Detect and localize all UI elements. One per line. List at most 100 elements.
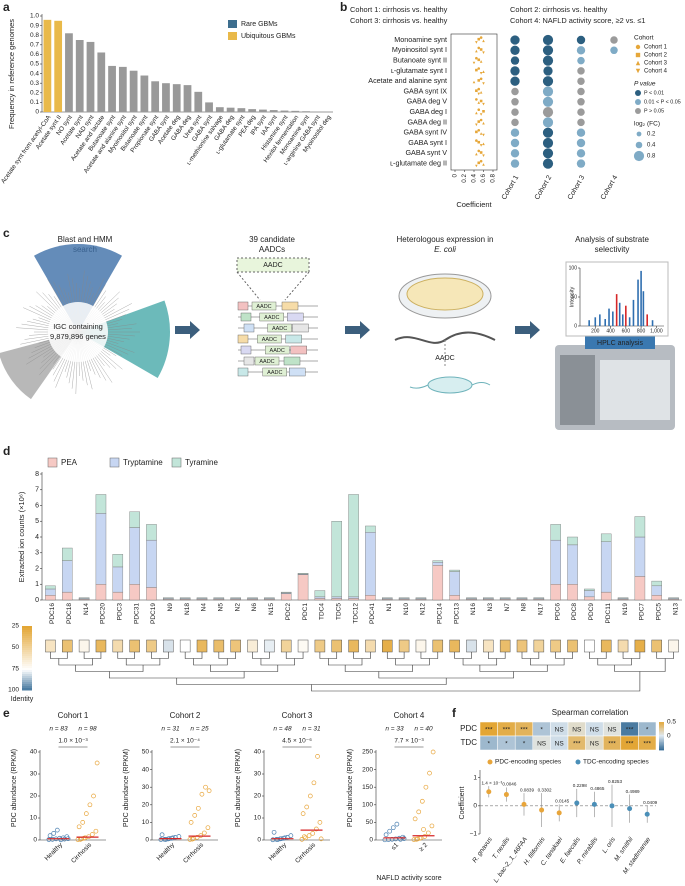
colorbar-step xyxy=(659,745,664,748)
colorbar-step xyxy=(659,748,664,751)
x-tick-label: 0.4 xyxy=(471,174,478,183)
marker xyxy=(479,60,483,63)
bar-segment xyxy=(146,587,157,601)
point xyxy=(419,798,425,804)
bar-segment xyxy=(365,532,376,596)
aadc-box xyxy=(236,257,310,273)
bar-segment xyxy=(62,560,73,593)
y-tick-label: 0.6 xyxy=(30,51,39,58)
bar-segment xyxy=(348,598,359,601)
n-label: n = 48 xyxy=(273,726,292,733)
y-tick-label: 30 xyxy=(254,771,262,778)
cell-label: * xyxy=(646,727,649,734)
legend-label: P > 0.05 xyxy=(644,108,664,114)
point xyxy=(306,833,312,838)
legend-swatch xyxy=(635,90,641,96)
p-value-label: 0.4989 xyxy=(626,789,640,794)
marker xyxy=(477,79,481,82)
bar-segment xyxy=(95,494,107,514)
point xyxy=(311,780,317,786)
bar-segment xyxy=(382,597,393,599)
marker xyxy=(479,118,483,122)
identity-cell xyxy=(651,639,662,653)
bar-segment xyxy=(617,597,629,599)
x-tick-label: TDC5 xyxy=(335,603,342,620)
dot xyxy=(543,66,553,76)
bar xyxy=(205,102,213,112)
y-tick-label: 0 xyxy=(257,837,261,844)
bar xyxy=(75,40,84,112)
flagella xyxy=(409,382,491,389)
point xyxy=(80,820,86,825)
gene-aadc xyxy=(254,356,280,366)
x-tick-label: PDC41 xyxy=(369,603,376,624)
dot xyxy=(510,128,520,137)
step-title: 39 candidate xyxy=(249,235,295,244)
identity-cell xyxy=(365,639,376,653)
marker xyxy=(479,99,483,103)
x-tick-label: 0.6 xyxy=(480,174,487,183)
x-tick-label: N3 xyxy=(487,603,494,612)
point xyxy=(301,834,307,840)
bar-segment xyxy=(533,597,545,599)
dot xyxy=(576,138,586,148)
marker xyxy=(477,58,481,62)
dot xyxy=(511,118,519,127)
colorbar-step xyxy=(659,724,664,727)
marker xyxy=(472,61,476,65)
x-tick-label: Healthy xyxy=(268,841,289,862)
colorbar-step xyxy=(22,642,32,645)
dendrogram xyxy=(184,652,203,659)
legend-label: Rare GBMs xyxy=(241,21,278,28)
marker xyxy=(635,68,641,74)
marker xyxy=(482,163,485,166)
bar-segment xyxy=(567,544,578,585)
dot xyxy=(542,158,554,169)
y-tick-label: 10 xyxy=(142,819,150,826)
dendrogram xyxy=(260,658,295,666)
y-tick-label: 50 xyxy=(571,294,577,300)
y-tick-label: 150 xyxy=(362,784,373,791)
x-tick-label: TDC4 xyxy=(319,603,326,620)
bar-segment xyxy=(45,595,56,601)
marker xyxy=(635,44,641,50)
point xyxy=(609,803,615,809)
x-tick-label: N17 xyxy=(538,603,545,615)
bar xyxy=(172,84,181,112)
cell-label: *** xyxy=(626,741,634,748)
x-tick-label: N14 xyxy=(83,603,90,615)
marker xyxy=(475,164,478,168)
identity-cell xyxy=(617,639,629,653)
bar-segment xyxy=(651,580,662,587)
y-axis-label: Frequency in reference genomes xyxy=(7,19,16,129)
point xyxy=(199,791,205,797)
n-label: n = 25 xyxy=(190,726,209,733)
point xyxy=(383,832,389,838)
legend-swatch xyxy=(47,457,58,468)
colorbar-tick-label: 100 xyxy=(8,687,19,694)
y-tick-label: 0 xyxy=(33,837,37,844)
colorbar-step xyxy=(22,626,32,629)
dot xyxy=(511,87,519,96)
marker xyxy=(479,48,483,51)
bar-segment xyxy=(247,597,258,599)
cell-label: *** xyxy=(608,741,616,748)
point xyxy=(303,835,308,841)
marker xyxy=(479,36,483,39)
y-tick-label: 2 xyxy=(35,565,39,572)
x-tick-label: TDC12 xyxy=(352,603,359,624)
dendrogram xyxy=(83,652,102,659)
identity-cell xyxy=(533,639,545,653)
x-tick-label: N16 xyxy=(470,603,477,615)
column-label: Cohort 3 xyxy=(567,174,587,201)
legend-label: 0.4 xyxy=(647,143,656,149)
gene xyxy=(237,301,249,311)
cell-label: *** xyxy=(643,741,651,748)
point xyxy=(486,789,492,795)
bar xyxy=(226,107,235,112)
bar-segment xyxy=(600,541,612,593)
p-value-label: 1.4 × 10⁻³ xyxy=(481,780,502,785)
marker xyxy=(635,52,641,58)
dendrogram xyxy=(521,652,540,659)
cell-label: *** xyxy=(485,727,493,734)
